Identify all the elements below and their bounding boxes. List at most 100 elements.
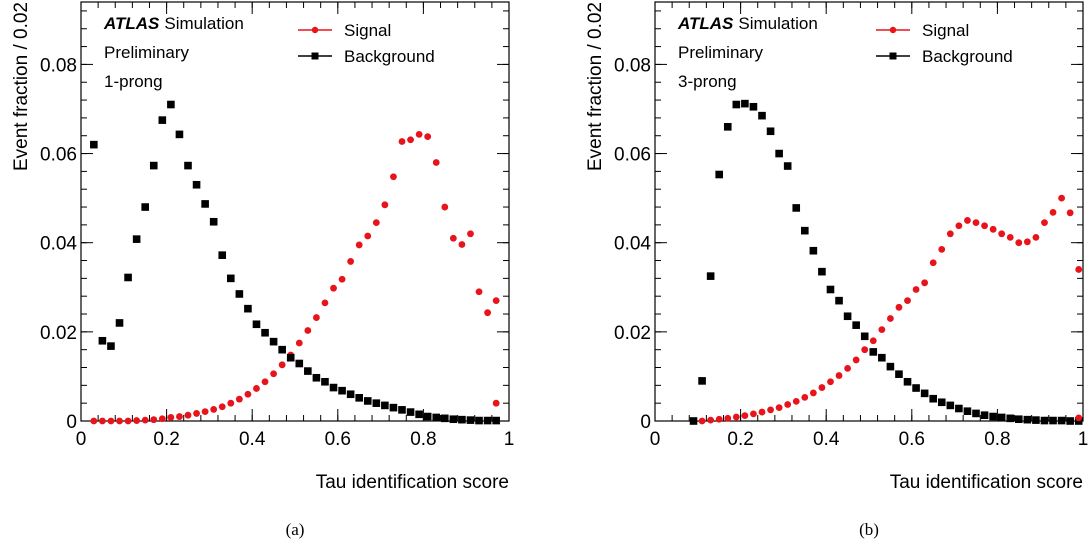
signal-point — [1058, 194, 1065, 202]
background-point — [209, 217, 218, 226]
background-point — [389, 403, 398, 412]
preliminary-label: Preliminary — [104, 43, 190, 62]
background-point — [912, 384, 920, 392]
signal-point — [484, 309, 491, 317]
signal-point — [278, 361, 286, 369]
x-axis-label: Tau identification score — [316, 472, 509, 493]
signal-point — [304, 327, 312, 334]
background-point — [792, 204, 801, 212]
background-point — [715, 170, 723, 179]
signal-point — [861, 346, 869, 354]
background-point — [963, 407, 972, 415]
signal-point — [124, 417, 132, 425]
background-point — [818, 267, 826, 276]
signal-point — [492, 399, 500, 407]
background-point — [321, 377, 329, 386]
legend-signal-label: Signal — [344, 21, 391, 40]
background-point — [920, 389, 929, 398]
background-point — [312, 373, 321, 382]
signal-point — [295, 339, 303, 347]
signal-point — [90, 417, 98, 425]
background-point — [269, 337, 278, 346]
chart-panel-b: 0 0.02 0.04 0.06 0.08 0 0.2 0.4 0.6 0.8 1 Event f… — [585, 1, 1088, 539]
signal-point — [492, 297, 500, 305]
background-point — [1032, 416, 1040, 424]
x-tick-label: 0 — [76, 429, 87, 450]
background-point — [346, 390, 355, 399]
y-axis-label: Event fraction / 0.02 — [585, 2, 606, 171]
y-axis-label: Event fraction / 0.02 — [11, 2, 32, 171]
background-point — [783, 162, 792, 170]
x-axis: 0 0.2 0.4 0.6 0.8 1 — [76, 2, 515, 450]
background-point — [929, 394, 937, 403]
background-point — [115, 319, 124, 327]
background-point — [1040, 416, 1049, 425]
legend-background-marker — [311, 52, 319, 60]
background-point — [149, 161, 158, 170]
signal-point — [313, 314, 320, 321]
signal-point — [167, 414, 175, 421]
signal-point — [321, 299, 329, 307]
signal-point — [415, 130, 423, 138]
background-point — [227, 274, 235, 283]
background-point — [1057, 416, 1066, 425]
panel-caption: (a) — [286, 520, 305, 539]
background-point — [90, 140, 98, 149]
data-marks — [689, 99, 1083, 425]
signal-point — [981, 222, 988, 230]
background-point — [869, 348, 878, 356]
signal-point — [929, 259, 937, 267]
signal-point — [1041, 219, 1048, 227]
signal-point — [844, 365, 851, 372]
background-point — [801, 226, 809, 235]
legend-signal-label: Signal — [922, 21, 969, 40]
signal-point — [750, 410, 757, 418]
x-tick-label: 0.4 — [239, 429, 266, 450]
y-tick-label: 0.04 — [40, 234, 77, 255]
background-point — [98, 336, 107, 345]
background-point — [972, 409, 980, 418]
legend-background-label: Background — [344, 47, 435, 66]
signal-point — [775, 404, 783, 412]
y-tick-label: 0.08 — [40, 55, 77, 76]
signal-point — [261, 378, 269, 386]
background-point — [201, 200, 209, 208]
signal-point — [1006, 233, 1014, 241]
panel-caption: (b) — [859, 520, 879, 539]
x-tick-label: 0.2 — [153, 429, 179, 450]
background-point — [466, 416, 475, 424]
legend-signal-marker — [311, 26, 319, 34]
signal-point — [895, 303, 903, 311]
signal-point — [390, 173, 397, 181]
signal-point — [441, 203, 449, 211]
background-point — [449, 415, 458, 424]
background-point — [329, 383, 338, 392]
signal-point — [792, 397, 800, 405]
signal-point — [955, 222, 963, 230]
x-tick-label: 1 — [504, 429, 515, 450]
signal-point — [398, 138, 406, 145]
signal-point — [355, 241, 363, 249]
y-axis: 0 0.02 0.04 0.06 0.08 — [40, 10, 509, 433]
atlas-simulation-text: Simulation — [738, 14, 817, 33]
x-tick-label: 0 — [650, 429, 661, 450]
signal-point — [1023, 238, 1031, 246]
background-point — [732, 100, 741, 109]
background-point — [158, 116, 167, 124]
background-point — [878, 353, 886, 362]
background-point — [483, 416, 492, 425]
signal-point — [193, 410, 200, 417]
signal-point — [758, 408, 766, 416]
x-tick-label: 0.8 — [984, 429, 1010, 450]
x-tick-label: 0.6 — [899, 429, 925, 450]
background-point — [886, 362, 895, 371]
background-point — [1049, 416, 1057, 425]
legend-background-marker — [889, 52, 897, 60]
signal-point — [998, 230, 1006, 238]
background-point — [706, 272, 715, 280]
background-point — [107, 342, 115, 350]
signal-point — [338, 275, 346, 283]
legend: Signal Background — [876, 21, 1013, 66]
signal-point — [330, 284, 337, 292]
atlas-label: ATLAS Simulation — [103, 14, 244, 33]
